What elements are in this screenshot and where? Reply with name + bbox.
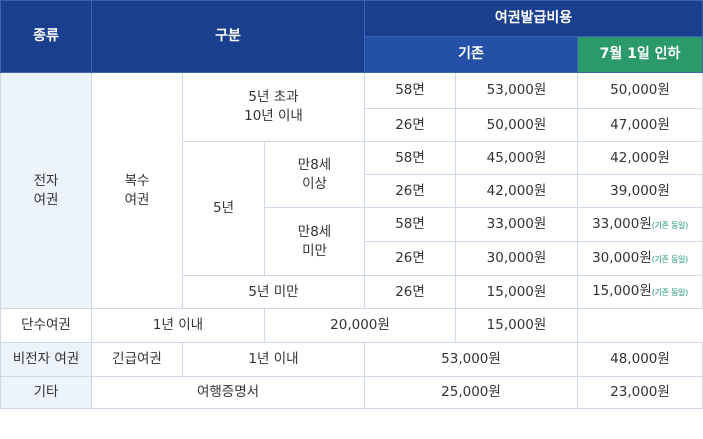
fee-old: 25,000원 [364, 376, 578, 409]
row-age8-under: 만8세 미만 [264, 207, 365, 276]
row-within1: 1년 이내 [91, 308, 265, 343]
row-within1-b: 1년 이내 [182, 342, 365, 377]
fee-old: 20,000원 [264, 308, 456, 343]
fee-new-value: 33,000원 [592, 215, 652, 232]
fee-new: 47,000원 [577, 108, 703, 142]
pages-cell: 58면 [364, 207, 456, 242]
row-electronic: 전자 여권 [0, 72, 92, 309]
fee-new: 50,000원 [577, 72, 703, 109]
fee-new: 15,000원 [455, 308, 578, 343]
row-non-electronic: 비전자 여권 [0, 342, 92, 377]
fee-new-value: 15,000원 [592, 283, 652, 299]
fee-new: 33,000원(기존 동일) [577, 207, 703, 242]
fee-new-value: 30,000원 [592, 249, 652, 266]
note-same: (기존 동일) [651, 220, 688, 230]
header-fee-group: 여권발급비용 [364, 0, 703, 37]
row-emergency: 긴급여권 [91, 342, 183, 377]
header-type: 종류 [0, 0, 92, 73]
fee-old: 53,000원 [455, 72, 578, 109]
fee-new: 48,000원 [577, 342, 703, 377]
fee-old: 53,000원 [364, 342, 578, 377]
pages-cell: 58면 [364, 141, 456, 175]
row-under5: 5년 미만 [182, 275, 365, 309]
row-other: 기타 [0, 376, 92, 409]
row-age8-over: 만8세 이상 [264, 141, 365, 208]
fee-new: 15,000원(기존 동일) [577, 275, 703, 309]
fee-old: 33,000원 [455, 207, 578, 242]
passport-fee-table: 종류 구분 여권발급비용 기존 7월 1일 인하 전자 여권 복수 여권 5년 … [0, 0, 703, 409]
fee-old: 50,000원 [455, 108, 578, 142]
pages-cell: 26면 [364, 241, 456, 276]
row-single: 단수여권 [0, 308, 92, 343]
fee-new: 42,000원 [577, 141, 703, 175]
pages-cell: 58면 [364, 72, 456, 109]
row-five-years: 5년 [182, 141, 265, 276]
row-over5: 5년 초과 10년 이내 [182, 72, 365, 142]
header-category: 구분 [91, 0, 365, 73]
pages-cell: 26면 [364, 108, 456, 142]
pages-cell: 26면 [364, 275, 456, 309]
fee-old: 45,000원 [455, 141, 578, 175]
note-same: (기존 동일) [651, 254, 688, 264]
fee-new: 30,000원(기존 동일) [577, 241, 703, 276]
pages-cell: 26면 [364, 174, 456, 208]
row-travel-cert: 여행증명서 [91, 376, 365, 409]
note-same: (기존 동일) [651, 288, 688, 297]
fee-new: 39,000원 [577, 174, 703, 208]
header-new: 7월 1일 인하 [577, 36, 703, 73]
row-multiple: 복수 여권 [91, 72, 183, 309]
fee-new: 23,000원 [577, 376, 703, 409]
header-existing: 기존 [364, 36, 578, 73]
fee-old: 42,000원 [455, 174, 578, 208]
fee-old: 30,000원 [455, 241, 578, 276]
fee-old: 15,000원 [455, 275, 578, 309]
